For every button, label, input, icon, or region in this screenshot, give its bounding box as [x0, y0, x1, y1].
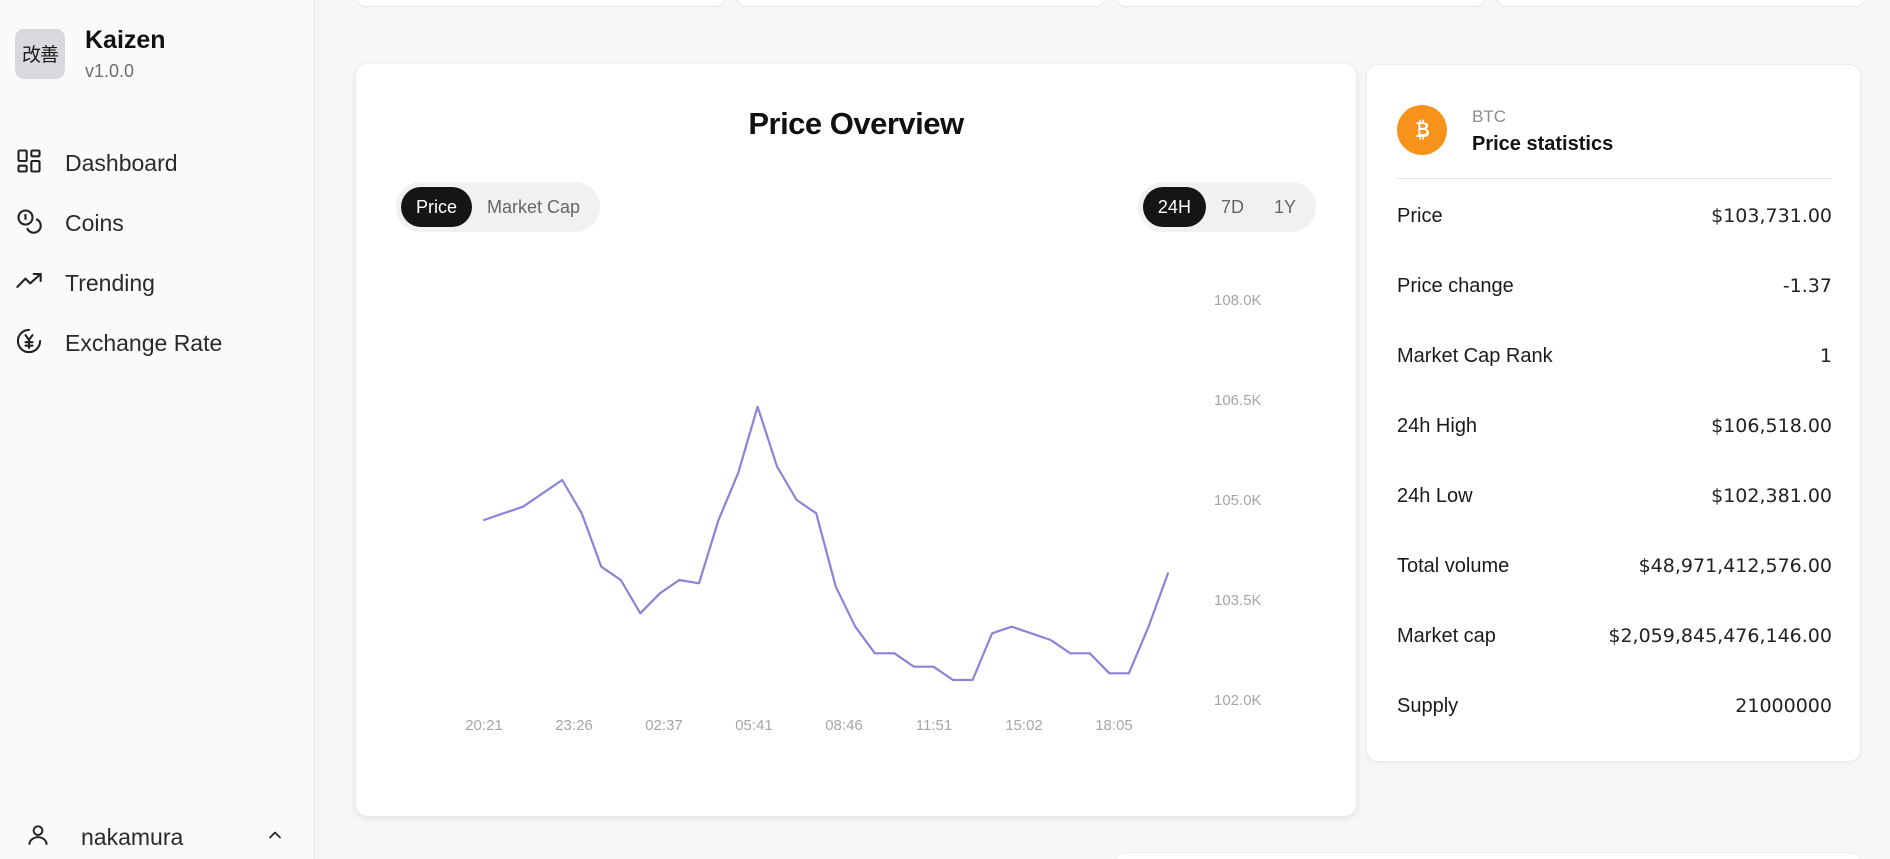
brand-text: Kaizen v1.0.0: [85, 25, 166, 82]
bitcoin-icon: [1397, 105, 1447, 155]
summary-card: [1116, 0, 1486, 7]
sidebar: 改善 Kaizen v1.0.0 Dashboard Coins: [0, 0, 315, 859]
stat-row-total-volume: Total volume $48,971,412,576.00: [1397, 531, 1832, 601]
stats-header-text: BTC Price statistics: [1472, 105, 1613, 178]
x-tick-label: 15:02: [1005, 717, 1043, 734]
chart-type-toggle: Price Market Cap: [396, 182, 601, 232]
stat-value: 1: [1819, 345, 1832, 367]
sidebar-item-label: Coins: [65, 209, 124, 236]
chart-range-toggle: 24H 7D 1Y: [1137, 182, 1316, 232]
stat-label: Market cap: [1397, 624, 1496, 647]
stat-row-24h-high: 24h High $106,518.00: [1397, 391, 1832, 461]
price-overview-card: 108.0K 106.5K 105.0K 103.5K 102.0K 20:21 23:26…: [356, 64, 1356, 816]
range-7d[interactable]: 7D: [1220, 197, 1244, 217]
stat-row-supply: Supply 21000000: [1397, 671, 1832, 741]
exchange-rate-icon: [15, 327, 43, 360]
stat-value: $2,059,845,476,146.00: [1608, 625, 1832, 647]
app-name: Kaizen: [85, 26, 166, 54]
stats-list: Price $103,731.00 Price change -1.37 Mar…: [1397, 181, 1832, 741]
sidebar-item-label: Exchange Rate: [65, 329, 223, 356]
x-tick-label: 08:46: [825, 717, 863, 734]
summary-card: [1496, 0, 1866, 7]
y-tick-label: 105.0K: [1214, 492, 1262, 509]
summary-card: [736, 0, 1106, 7]
stat-row-price-change: Price change -1.37: [1397, 251, 1832, 321]
stat-row-24h-low: 24h Low $102,381.00: [1397, 461, 1832, 531]
user-menu[interactable]: nakamura: [25, 820, 285, 854]
stat-row-market-cap: Market cap $2,059,845,476,146.00: [1397, 601, 1832, 671]
sidebar-item-dashboard[interactable]: Dashboard: [15, 148, 222, 178]
x-tick-label: 18:05: [1095, 717, 1133, 734]
stat-value: $106,518.00: [1711, 415, 1832, 437]
range-1y[interactable]: 1Y: [1273, 197, 1296, 217]
price-series-line: [482, 405, 1170, 682]
tab-market-cap[interactable]: Market Cap: [487, 197, 581, 217]
sidebar-item-exchange-rate[interactable]: Exchange Rate: [15, 328, 222, 358]
stat-value: 21000000: [1735, 695, 1832, 717]
user-icon: [25, 822, 51, 853]
user-name: nakamura: [81, 823, 184, 850]
stat-value: $102,381.00: [1711, 485, 1832, 507]
stat-row-price: Price $103,731.00: [1397, 181, 1832, 251]
stat-value: $103,731.00: [1711, 205, 1832, 227]
sidebar-item-label: Dashboard: [65, 149, 178, 176]
x-tick-label: 02:37: [645, 717, 683, 734]
y-tick-label: 106.5K: [1214, 392, 1262, 409]
stat-value: $48,971,412,576.00: [1638, 555, 1832, 577]
summary-card: [356, 0, 726, 7]
y-tick-label: 103.5K: [1214, 592, 1262, 609]
stat-label: Price: [1397, 204, 1443, 227]
x-tick-label: 05:41: [735, 717, 773, 734]
tab-price[interactable]: Price: [401, 187, 473, 227]
y-tick-label: 108.0K: [1214, 292, 1262, 309]
dashboard-icon: [15, 147, 43, 180]
coin-symbol: BTC: [1472, 107, 1506, 126]
stats-title: Price statistics: [1472, 133, 1614, 155]
stat-label: 24h Low: [1397, 484, 1473, 507]
x-tick-label: 11:51: [916, 717, 952, 734]
stat-value: -1.37: [1782, 275, 1832, 297]
sidebar-item-label: Trending: [65, 269, 155, 296]
chevron-up-icon[interactable]: [265, 825, 285, 850]
coins-icon: [15, 207, 43, 240]
x-tick-label: 20:21: [465, 717, 503, 734]
sidebar-nav: Dashboard Coins Trending: [15, 148, 222, 388]
stat-label: 24h High: [1397, 414, 1478, 437]
stat-label: Price change: [1397, 274, 1514, 297]
secondary-card: [1115, 852, 1861, 859]
chart-title: Price Overview: [748, 106, 964, 141]
sidebar-item-coins[interactable]: Coins: [15, 208, 222, 238]
brand[interactable]: 改善 Kaizen v1.0.0: [15, 25, 166, 82]
app-version: v1.0.0: [85, 61, 135, 81]
stats-header: BTC Price statistics: [1397, 105, 1832, 179]
range-24h[interactable]: 24H: [1142, 187, 1206, 227]
x-tick-label: 23:26: [555, 717, 593, 734]
app-logo: 改善: [15, 28, 65, 79]
stat-row-market-cap-rank: Market Cap Rank 1: [1397, 321, 1832, 391]
sidebar-item-trending[interactable]: Trending: [15, 268, 222, 298]
trending-icon: [15, 267, 43, 300]
stat-label: Supply: [1397, 694, 1459, 717]
price-statistics-card: BTC Price statistics Price $103,731.00 P…: [1366, 64, 1861, 762]
y-tick-label: 102.0K: [1214, 692, 1262, 709]
stat-label: Total volume: [1397, 554, 1510, 577]
price-chart[interactable]: 108.0K 106.5K 105.0K 103.5K 102.0K 20:21 23:26…: [356, 64, 1356, 816]
stat-label: Market Cap Rank: [1397, 344, 1553, 367]
